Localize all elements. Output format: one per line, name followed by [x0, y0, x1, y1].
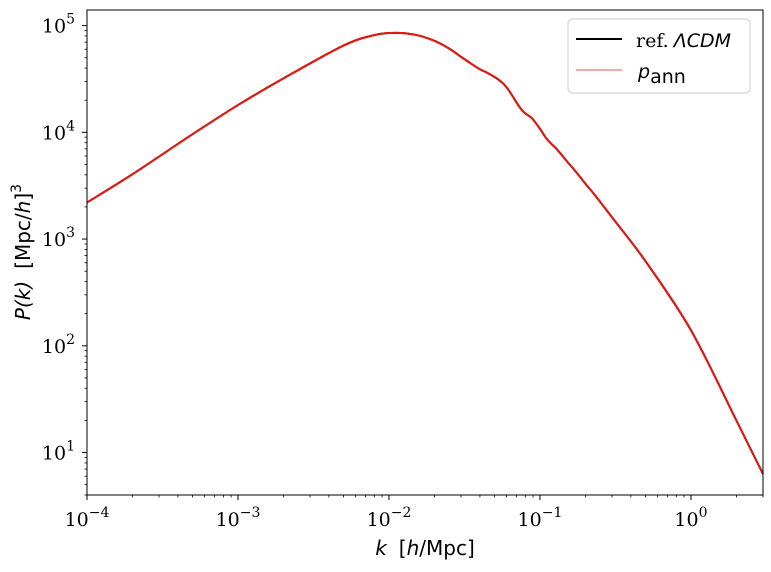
y-axis-ticks: 101 102 103 104 105 [42, 12, 87, 465]
y-axis-variable: P(k) [11, 281, 35, 320]
y-axis-unit-open: [Mpc/ [11, 213, 35, 269]
x-tick-label: 100 [674, 505, 707, 531]
x-tick-label: 10−2 [367, 505, 412, 531]
series-layer [86, 31, 764, 475]
y-tick-label: 101 [42, 439, 75, 465]
x-axis-label: k [h/Mpc] [375, 536, 475, 560]
legend-label-ref-lcdm: ref. ΛCDM [636, 30, 731, 52]
x-axis-ticks: 10−4 10−3 10−2 10−1 100 [65, 495, 708, 531]
legend-label-p-sub: ann [650, 66, 686, 88]
legend-box [567, 18, 751, 94]
legend: ref. ΛCDM pann [567, 18, 751, 94]
x-tick-label: 10−1 [518, 505, 563, 531]
x-tick-label: 10−4 [65, 505, 110, 531]
y-tick-label: 104 [42, 118, 75, 144]
y-axis-unit-h: h [11, 201, 35, 214]
legend-label-ref-math: ΛCDM [672, 30, 731, 52]
y-tick-label: 103 [42, 225, 75, 251]
x-axis-unit-open: [ [399, 536, 407, 560]
y-axis-label: P(k) [Mpc/h]3 [9, 184, 35, 320]
series-line-1 [86, 31, 764, 475]
x-tick-label: 10−3 [216, 505, 261, 531]
x-axis-unit-rest: /Mpc] [419, 536, 475, 560]
legend-label-p-ann: pann [637, 61, 686, 88]
legend-label-p-main: p [637, 61, 650, 83]
y-axis-unit-close: ] [11, 193, 35, 201]
y-tick-label: 105 [42, 12, 75, 38]
y-tick-label: 102 [42, 332, 75, 358]
x-axis-unit-h: h [407, 536, 420, 560]
plot-area-frame [86, 9, 764, 496]
x-axis-variable: k [375, 536, 388, 560]
legend-label-ref-prefix: ref. [636, 30, 669, 52]
y-axis-unit-exponent: 3 [9, 184, 25, 193]
